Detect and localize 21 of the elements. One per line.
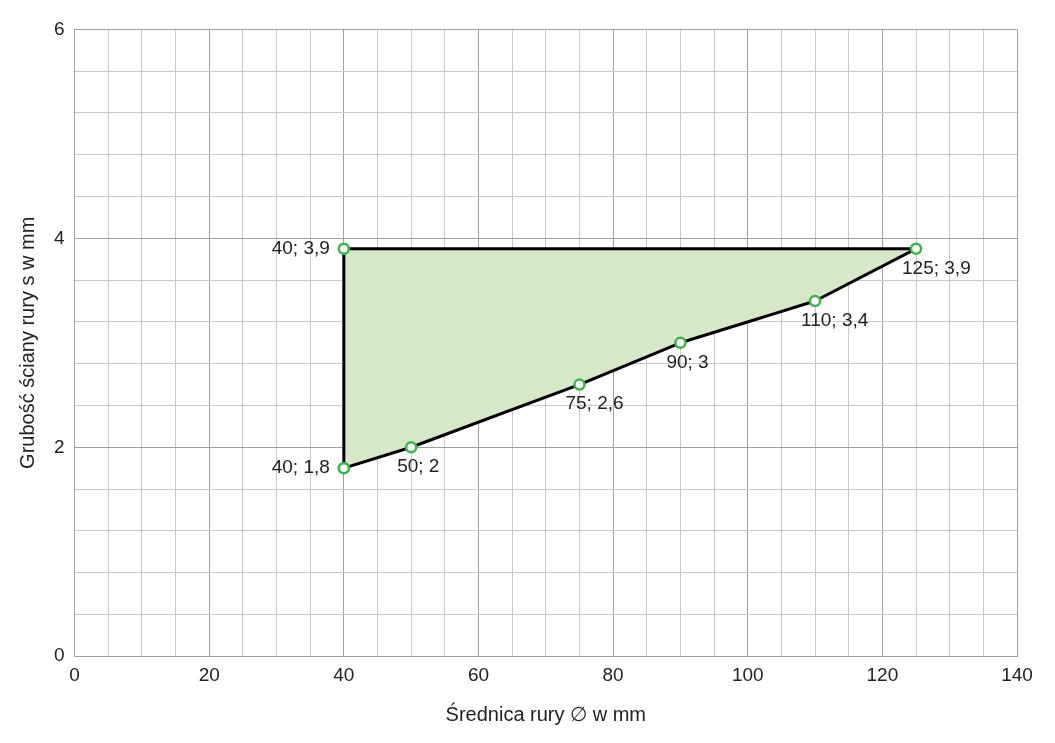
x-tick-label: 100 <box>731 663 764 685</box>
x-tick-label: 20 <box>198 663 220 685</box>
y-tick-label: 4 <box>53 226 65 248</box>
x-tick-label: 40 <box>333 663 355 685</box>
data-label: 50; 2 <box>397 455 440 476</box>
x-tick-label: 0 <box>69 663 80 685</box>
x-tick-label: 80 <box>602 663 624 685</box>
y-tick-label: 6 <box>53 17 65 39</box>
data-label: 125; 3,9 <box>902 256 971 278</box>
y-tick-label: 2 <box>53 435 65 457</box>
y-axis-title: Grubość ściany rury s w mm <box>15 216 38 469</box>
x-tick-label: 140 <box>1001 663 1033 685</box>
x-tick-label: 120 <box>866 663 899 685</box>
x-tick-label: 60 <box>467 663 490 685</box>
data-label: 90; 3 <box>666 350 709 372</box>
data-label: 110; 3,4 <box>801 308 869 330</box>
data-label: 40; 1,8 <box>271 456 330 478</box>
data-label: 40; 3,9 <box>271 237 330 259</box>
x-axis-title: Średnica rury ∅ w mm <box>445 701 646 725</box>
y-tick-label: 0 <box>53 644 65 666</box>
data-label: 75; 2,6 <box>565 392 624 414</box>
